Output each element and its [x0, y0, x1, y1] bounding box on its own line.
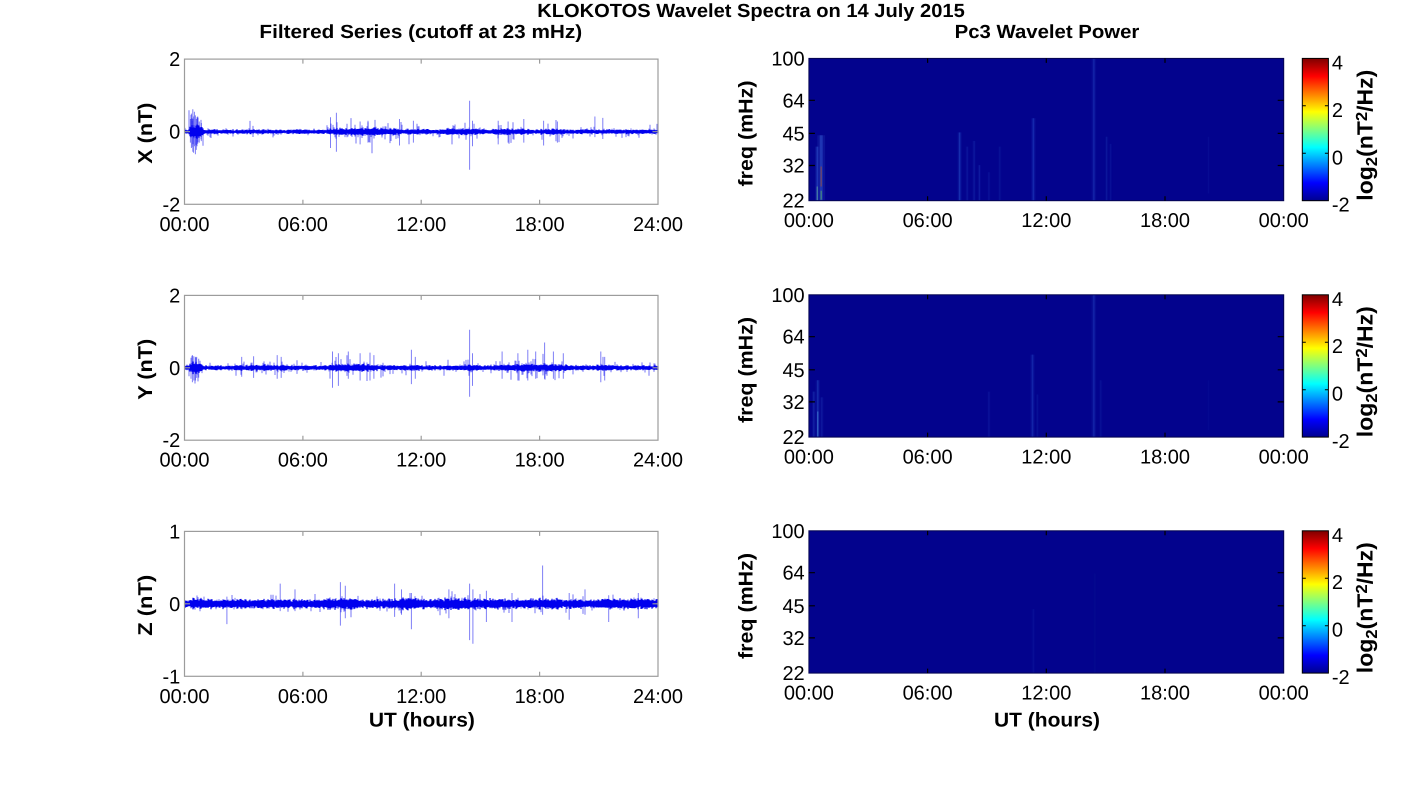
svg-text:12:00: 12:00	[396, 686, 446, 708]
svg-text:2: 2	[169, 49, 180, 71]
svg-text:45: 45	[782, 360, 804, 382]
svg-text:12:00: 12:00	[1021, 447, 1071, 469]
svg-text:18:00: 18:00	[1140, 447, 1190, 469]
svg-text:4: 4	[1332, 289, 1343, 311]
svg-text:18:00: 18:00	[1140, 683, 1190, 705]
svg-text:64: 64	[782, 563, 804, 585]
svg-text:64: 64	[782, 90, 804, 112]
svg-text:2: 2	[1332, 336, 1343, 358]
svg-text:log2(nT2/Hz): log2(nT2/Hz)	[1353, 70, 1382, 201]
svg-text:18:00: 18:00	[515, 450, 565, 472]
svg-text:18:00: 18:00	[515, 214, 565, 236]
svg-text:00:00: 00:00	[784, 210, 834, 232]
svg-text:00:00: 00:00	[784, 683, 834, 705]
svg-text:-2: -2	[163, 194, 181, 216]
svg-text:00:00: 00:00	[784, 447, 834, 469]
svg-text:45: 45	[782, 123, 804, 145]
svg-text:-1: -1	[163, 666, 181, 688]
svg-text:06:00: 06:00	[278, 214, 328, 236]
svg-text:12:00: 12:00	[396, 450, 446, 472]
svg-text:log2(nT2/Hz): log2(nT2/Hz)	[1353, 542, 1382, 673]
svg-text:18:00: 18:00	[1140, 210, 1190, 232]
svg-text:100: 100	[771, 521, 804, 543]
svg-text:00:00: 00:00	[1259, 447, 1309, 469]
svg-text:64: 64	[782, 327, 804, 349]
svg-text:KLOKOTOS Wavelet Spectra on 14: KLOKOTOS Wavelet Spectra on 14 July 2015	[537, 1, 965, 22]
svg-text:-2: -2	[1332, 667, 1350, 689]
svg-text:32: 32	[782, 628, 804, 650]
svg-text:00:00: 00:00	[1259, 683, 1309, 705]
svg-text:00:00: 00:00	[1259, 210, 1309, 232]
svg-text:12:00: 12:00	[1021, 683, 1071, 705]
svg-text:-2: -2	[163, 430, 181, 452]
svg-text:2: 2	[1332, 572, 1343, 594]
svg-text:0: 0	[169, 122, 180, 144]
svg-text:22: 22	[782, 427, 804, 449]
svg-text:06:00: 06:00	[903, 210, 953, 232]
svg-text:24:00: 24:00	[633, 686, 683, 708]
svg-text:Filtered Series (cutoff at 23: Filtered Series (cutoff at 23 mHz)	[259, 22, 582, 43]
svg-text:Y (nT): Y (nT)	[135, 339, 157, 400]
svg-text:0: 0	[1332, 620, 1343, 642]
svg-text:4: 4	[1332, 52, 1343, 74]
svg-text:0: 0	[169, 594, 180, 616]
svg-text:freq (mHz): freq (mHz)	[736, 317, 758, 423]
svg-text:freq (mHz): freq (mHz)	[736, 553, 758, 659]
svg-text:0: 0	[1332, 384, 1343, 406]
svg-text:log2(nT2/Hz): log2(nT2/Hz)	[1353, 306, 1382, 437]
svg-text:4: 4	[1332, 525, 1343, 547]
svg-text:32: 32	[782, 392, 804, 414]
svg-text:Z (nT): Z (nT)	[135, 575, 157, 636]
svg-text:100: 100	[771, 48, 804, 70]
svg-text:12:00: 12:00	[396, 214, 446, 236]
svg-text:06:00: 06:00	[903, 683, 953, 705]
svg-text:-2: -2	[1332, 195, 1350, 217]
svg-text:Pc3 Wavelet Power: Pc3 Wavelet Power	[955, 22, 1140, 43]
svg-text:22: 22	[782, 663, 804, 685]
svg-text:0: 0	[169, 358, 180, 380]
svg-text:22: 22	[782, 191, 804, 213]
svg-text:00:00: 00:00	[159, 214, 209, 236]
svg-text:0: 0	[1332, 147, 1343, 169]
svg-text:00:00: 00:00	[159, 450, 209, 472]
svg-text:06:00: 06:00	[278, 450, 328, 472]
svg-text:UT (hours): UT (hours)	[994, 710, 1100, 732]
svg-text:UT (hours): UT (hours)	[369, 710, 475, 732]
svg-text:2: 2	[169, 285, 180, 307]
svg-text:-2: -2	[1332, 431, 1350, 453]
svg-text:freq (mHz): freq (mHz)	[736, 81, 758, 187]
svg-text:00:00: 00:00	[159, 686, 209, 708]
svg-text:45: 45	[782, 596, 804, 618]
svg-text:06:00: 06:00	[278, 686, 328, 708]
svg-text:24:00: 24:00	[633, 214, 683, 236]
svg-text:18:00: 18:00	[515, 686, 565, 708]
svg-text:2: 2	[1332, 100, 1343, 122]
svg-text:100: 100	[771, 285, 804, 307]
svg-text:X (nT): X (nT)	[135, 103, 157, 164]
svg-text:12:00: 12:00	[1021, 210, 1071, 232]
svg-text:32: 32	[782, 156, 804, 178]
svg-text:06:00: 06:00	[903, 447, 953, 469]
svg-text:24:00: 24:00	[633, 450, 683, 472]
svg-text:1: 1	[169, 521, 180, 543]
